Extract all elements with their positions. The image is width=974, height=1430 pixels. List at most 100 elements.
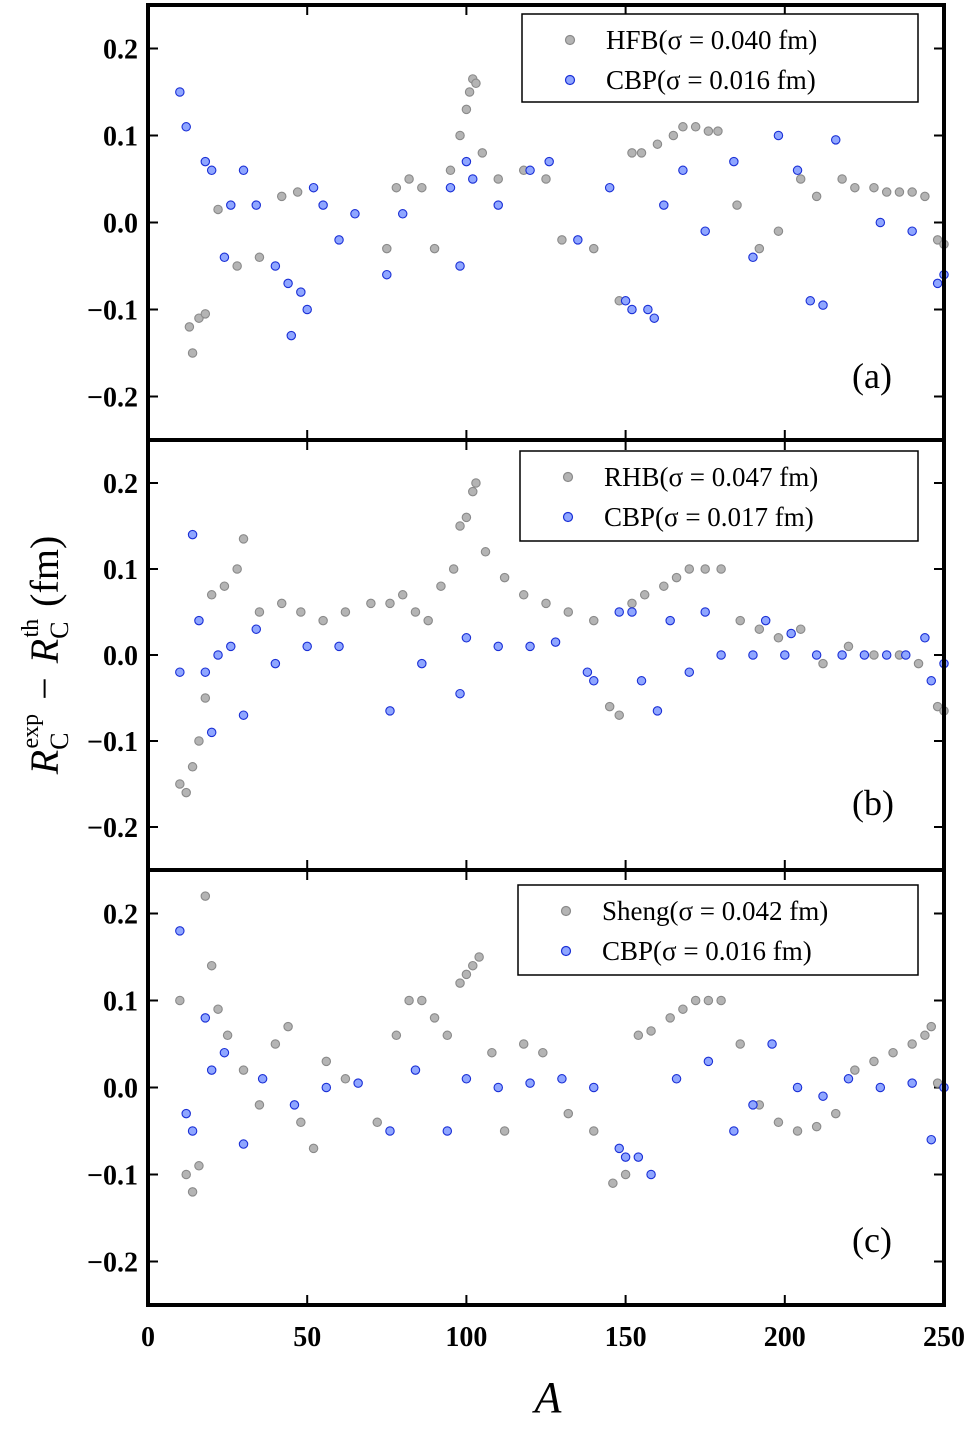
point-sheng [213, 1004, 223, 1014]
point-rhb [716, 564, 726, 574]
y-axis-title: RCexp−RCth(fm) [18, 536, 74, 776]
point-cbp [780, 650, 790, 660]
point-sheng [404, 995, 414, 1006]
x-tick-label: 250 [923, 1322, 965, 1353]
point-cbp [318, 200, 328, 210]
point-cbp [251, 624, 262, 634]
y-title-minus: − [22, 677, 67, 700]
point-sheng [518, 1039, 529, 1049]
point-cbp [926, 676, 937, 686]
point-rhb [932, 701, 943, 712]
point-hfb [464, 87, 475, 97]
point-sheng [254, 1100, 265, 1110]
point-sheng [538, 1047, 548, 1058]
y-tick-label: 0.1 [103, 987, 138, 1018]
point-cbp [187, 1126, 198, 1136]
point-cbp [716, 650, 726, 660]
point-hfb [276, 191, 287, 202]
point-hfb [254, 252, 265, 263]
point-rhb [254, 607, 265, 617]
point-cbp [665, 615, 675, 626]
point-cbp [397, 209, 408, 219]
point-sheng [468, 960, 478, 971]
point-cbp [353, 1078, 363, 1088]
point-sheng [907, 1039, 917, 1049]
point-rhb [735, 615, 745, 626]
point-rhb [843, 641, 854, 652]
point-hfb [932, 235, 943, 245]
point-cbp [321, 1082, 332, 1093]
point-rhb [318, 615, 328, 626]
point-rhb [913, 658, 924, 669]
point-cbp [805, 296, 816, 306]
y-tick-label: −0.1 [87, 296, 138, 327]
point-rhb [518, 590, 529, 600]
point-sheng [811, 1121, 822, 1132]
point-cbp [748, 252, 758, 263]
point-cbp [671, 1074, 682, 1084]
point-sheng [270, 1039, 281, 1049]
point-hfb [200, 309, 211, 319]
point-cbp [604, 182, 615, 193]
point-rhb [773, 633, 784, 643]
point-sheng [200, 891, 211, 901]
y-title-main-2: R [22, 639, 67, 664]
point-rhb [200, 693, 211, 703]
point-hfb [869, 182, 879, 193]
point-rhb [232, 564, 242, 574]
point-hfb [187, 348, 198, 358]
point-sheng [646, 1026, 656, 1036]
panel-2: 0.2 0.1 0.0 −0.1 −0.2 RHB(σ = 0.047 fm) CBP(σ … [87, 438, 949, 872]
point-cbp [213, 650, 223, 660]
point-hfb [703, 126, 714, 136]
point-cbp [620, 1152, 631, 1162]
point-rhb [206, 590, 217, 600]
point-cbp [646, 1169, 656, 1180]
point-sheng [461, 969, 472, 980]
point-cbp [206, 165, 217, 176]
point-cbp [614, 607, 624, 617]
point-rhb [684, 564, 695, 574]
point-hfb [382, 243, 392, 254]
point-cbp [175, 926, 185, 936]
point-cbp [843, 1074, 854, 1084]
point-hfb [652, 139, 663, 149]
y-title-unit: (fm) [22, 536, 67, 607]
point-sheng [932, 1078, 943, 1088]
point-rhb [471, 478, 481, 488]
panel-frame [146, 868, 946, 1307]
point-cbp [455, 688, 465, 699]
point-sheng [283, 1021, 293, 1032]
point-rhb [541, 598, 551, 609]
point-cbp [283, 278, 293, 289]
point-rhb [563, 607, 574, 617]
y-title-main: R [22, 750, 67, 775]
point-cbp [461, 633, 472, 643]
point-cbp [649, 313, 660, 323]
legend-marker [562, 511, 574, 523]
point-sheng [665, 1013, 675, 1023]
point-cbp [859, 650, 870, 660]
point-cbp [181, 122, 191, 132]
panel-1: 0.2 0.1 0.0 −0.1 −0.2 HFB(σ = 0.040 fm) CBP(σ … [87, 3, 949, 442]
point-sheng [608, 1178, 618, 1188]
point-hfb [404, 174, 414, 184]
point-rhb [296, 607, 306, 617]
point-cbp [907, 1078, 917, 1088]
y-tick-label: −0.2 [87, 813, 138, 844]
point-hfb [292, 187, 303, 197]
point-hfb [636, 148, 647, 158]
point-cbp [187, 529, 198, 540]
point-cbp [837, 650, 847, 660]
point-cbp [238, 1139, 249, 1149]
y-title-sub-2: C [45, 621, 74, 638]
point-cbp [296, 287, 306, 297]
point-cbp [636, 676, 647, 686]
point-cbp [175, 87, 185, 97]
point-cbp [334, 235, 344, 245]
point-hfb [795, 174, 806, 184]
legend-label: CBP(σ = 0.016 fm) [602, 936, 812, 966]
point-cbp [792, 165, 803, 176]
point-cbp [550, 637, 561, 647]
legend-label: CBP(σ = 0.017 fm) [604, 502, 814, 532]
